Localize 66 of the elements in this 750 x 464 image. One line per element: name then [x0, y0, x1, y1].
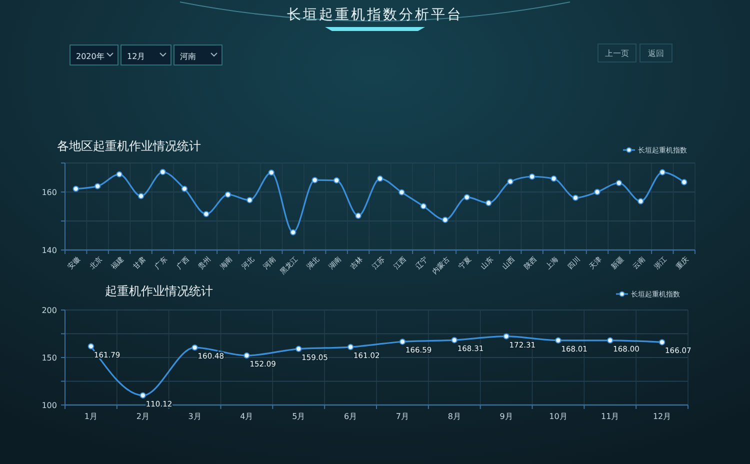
text: 上一页 [605, 49, 629, 58]
x-tick-label: 4月 [240, 412, 254, 421]
point [72, 186, 79, 192]
point [550, 176, 557, 182]
x-tick-label: 7月 [396, 412, 410, 421]
point [244, 352, 250, 359]
point [355, 212, 362, 219]
point [376, 176, 384, 182]
point [616, 180, 622, 186]
point [160, 168, 166, 176]
point [181, 186, 188, 192]
point [224, 192, 232, 198]
point [572, 194, 579, 201]
point [333, 177, 340, 184]
text: 2020年 [76, 52, 104, 61]
point [420, 203, 427, 210]
x-tick-label: 8月 [448, 412, 461, 421]
y-tick-label: 100 [42, 400, 57, 410]
x-tick-label: 6月 [344, 412, 358, 421]
point [607, 337, 614, 344]
point [486, 200, 492, 206]
x-tick-label: 2月 [136, 412, 150, 421]
point [442, 216, 448, 223]
point [528, 174, 536, 180]
point [94, 183, 101, 190]
point [312, 177, 318, 184]
text: 长垣起重机指数分析平台 [287, 7, 463, 23]
point [659, 169, 666, 176]
chart-title: 起重机作业情况统计 [105, 284, 213, 298]
y-tick-label: 160 [42, 188, 57, 197]
x-tick-label: 1月 [84, 412, 98, 421]
point [88, 343, 94, 350]
point [296, 346, 302, 352]
point [638, 198, 644, 204]
point [507, 178, 514, 185]
chart-title: 各地区起重机作业情况统计 [57, 139, 201, 153]
x-tick-label: 9月 [500, 412, 513, 421]
x-tick-label: 3月 [188, 412, 202, 421]
point [246, 197, 253, 204]
y-tick-label: 140 [42, 246, 57, 255]
point [555, 337, 562, 344]
point [347, 344, 354, 350]
point [464, 194, 470, 200]
x-tick-label: 11月 [601, 412, 620, 421]
y-tick-label: 150 [42, 353, 57, 362]
point [140, 392, 146, 398]
text: 河南 [180, 52, 196, 61]
point [268, 169, 274, 176]
point [192, 344, 198, 351]
x-tick-label: 10月 [549, 412, 568, 421]
point [290, 229, 296, 236]
point [398, 189, 405, 196]
text: 12月 [127, 52, 146, 61]
point [203, 210, 210, 218]
point [138, 192, 144, 200]
point [503, 333, 510, 340]
point [658, 339, 666, 346]
point [116, 171, 122, 178]
point [451, 337, 458, 344]
y-tick-label: 200 [42, 306, 57, 315]
point [594, 188, 600, 196]
x-tick-label: 12月 [652, 412, 672, 421]
point [681, 179, 688, 186]
point [399, 338, 406, 345]
x-tick-label: 5月 [292, 412, 306, 421]
text: 返回 [648, 49, 664, 58]
